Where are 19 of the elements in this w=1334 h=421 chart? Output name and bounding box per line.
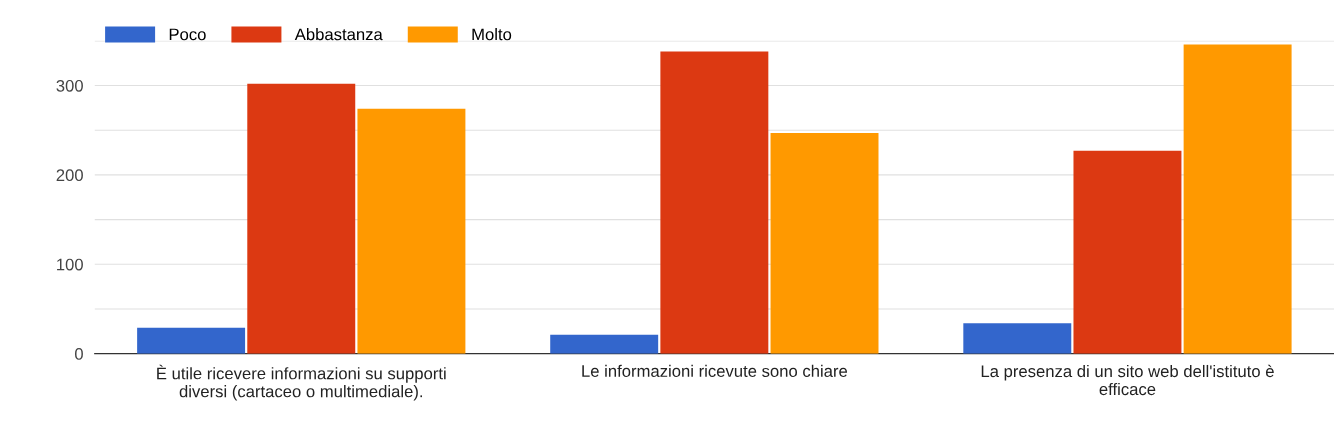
bar: [137, 327, 246, 354]
bar: [1073, 150, 1182, 354]
y-tick-label: 0: [74, 348, 83, 360]
bar: [1183, 44, 1292, 354]
legend-label: Abbastanza: [294, 28, 383, 41]
bar: [247, 83, 356, 354]
y-tick-label: 100: [57, 258, 83, 271]
bar: [357, 108, 466, 354]
legend-label: Poco: [169, 28, 206, 41]
y-tick-label: 300: [56, 79, 83, 92]
x-tick-label: La presenza di un sito web dell'istituto è efficace: [981, 364, 1274, 396]
bar: [660, 51, 769, 354]
bar: [963, 323, 1072, 354]
x-tick-label: È utile ricevere informazioni su supporti diversi (cartaceo o multimediale).: [157, 364, 446, 401]
legend-label: Molto: [472, 28, 512, 41]
bar: [770, 132, 879, 354]
bar: [550, 334, 659, 354]
x-tick-label: Le informazioni ricevute sono chiare: [582, 364, 848, 377]
y-tick-label: 200: [56, 169, 83, 182]
